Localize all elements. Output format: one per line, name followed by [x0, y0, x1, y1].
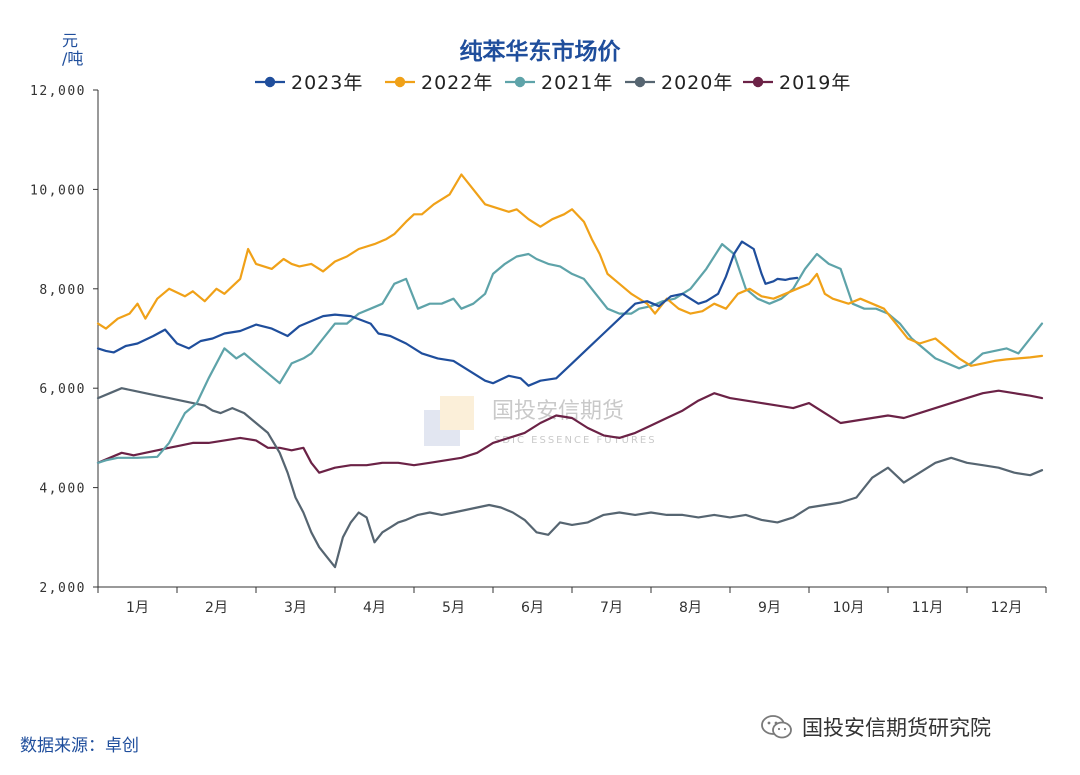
y-tick-label: 8,000 — [39, 283, 86, 298]
series-line-2022 — [96, 173, 1044, 367]
x-tick-label: 1月 — [126, 600, 149, 616]
legend-label: 2019年 — [779, 72, 851, 94]
unit-line-2: /吨 — [62, 49, 84, 68]
y-tick-label: 2,000 — [39, 581, 86, 596]
chart-title: 纯苯华东市场价 — [459, 39, 621, 65]
watermark-text: 国投安信期货 — [492, 399, 624, 424]
legend-marker — [634, 76, 646, 88]
data-source: 数据来源：卓创 — [20, 736, 139, 756]
y-tick-label: 12,000 — [30, 84, 86, 99]
legend-marker — [752, 76, 764, 88]
series-line-2023 — [96, 240, 799, 387]
legend-label: 2022年 — [421, 72, 493, 94]
series-line-2020 — [96, 387, 1044, 569]
unit-line-1: 元 — [62, 31, 79, 50]
legend-marker — [264, 76, 276, 88]
x-tick-label: 12月 — [991, 600, 1023, 616]
x-tick-label: 4月 — [363, 600, 386, 616]
x-tick-label: 7月 — [600, 600, 623, 616]
series-line-2021 — [96, 243, 1044, 464]
x-tick-label: 11月 — [912, 600, 944, 616]
watermark-logo-icon — [424, 410, 460, 446]
brand-footer: 国投安信期货研究院 — [760, 712, 991, 742]
watermark — [424, 396, 474, 446]
x-tick-label: 2月 — [205, 600, 228, 616]
x-tick-label: 3月 — [284, 600, 307, 616]
y-axis-unit: 元 /吨 — [62, 32, 102, 68]
legend-marker — [514, 76, 526, 88]
x-tick-label: 8月 — [679, 600, 702, 616]
y-tick-label: 10,000 — [30, 183, 86, 198]
legend-label: 2023年 — [291, 72, 363, 94]
x-tick-label: 10月 — [833, 600, 865, 616]
legend-marker — [394, 76, 406, 88]
legend-label: 2021年 — [541, 72, 613, 94]
y-tick-label: 6,000 — [39, 382, 86, 397]
brand-name: 国投安信期货研究院 — [802, 716, 991, 740]
x-tick-label: 9月 — [758, 600, 781, 616]
y-tick-label: 4,000 — [39, 482, 86, 497]
legend-label: 2020年 — [661, 72, 733, 94]
watermark-logo-accent — [440, 396, 474, 430]
wechat-icon — [761, 715, 792, 739]
x-tick-label: 5月 — [442, 600, 465, 616]
x-tick-label: 6月 — [521, 600, 544, 616]
series-line-2019 — [96, 389, 1044, 474]
watermark-subtext: SDIC ESSENCE FUTURES — [494, 435, 657, 446]
